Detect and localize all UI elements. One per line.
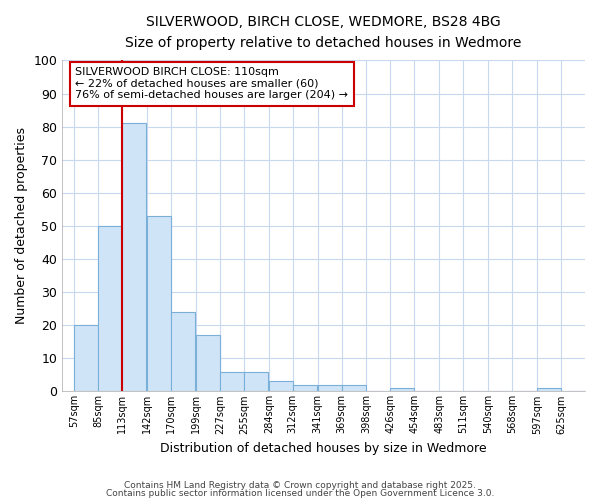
Bar (391, 388, 415, 392)
Bar (220, 372, 244, 392)
Text: Contains public sector information licensed under the Open Government Licence 3.: Contains public sector information licen… (106, 488, 494, 498)
Bar (171, 312, 195, 392)
Bar (147, 216, 171, 392)
Text: SILVERWOOD BIRCH CLOSE: 110sqm
← 22% of detached houses are smaller (60)
76% of : SILVERWOOD BIRCH CLOSE: 110sqm ← 22% of … (75, 67, 348, 100)
Bar (317, 385, 341, 392)
Text: Contains HM Land Registry data © Crown copyright and database right 2025.: Contains HM Land Registry data © Crown c… (124, 481, 476, 490)
Bar (98, 226, 122, 392)
Bar (244, 372, 268, 392)
Bar (293, 385, 317, 392)
Bar (196, 335, 220, 392)
Title: SILVERWOOD, BIRCH CLOSE, WEDMORE, BS28 4BG
Size of property relative to detached: SILVERWOOD, BIRCH CLOSE, WEDMORE, BS28 4… (125, 15, 522, 50)
Bar (269, 382, 293, 392)
Bar (122, 124, 146, 392)
X-axis label: Distribution of detached houses by size in Wedmore: Distribution of detached houses by size … (160, 442, 487, 455)
Bar (341, 385, 365, 392)
Bar (74, 325, 98, 392)
Y-axis label: Number of detached properties: Number of detached properties (15, 128, 28, 324)
Bar (537, 388, 561, 392)
